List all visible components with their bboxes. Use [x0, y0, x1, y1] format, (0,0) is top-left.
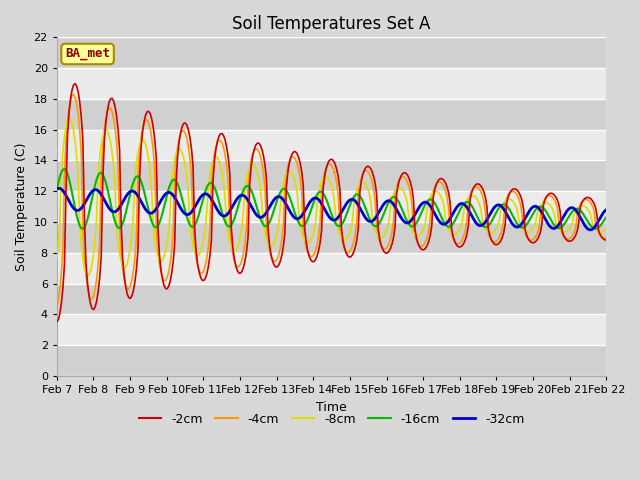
Bar	[57, 345, 606, 376]
X-axis label: Time: Time	[316, 400, 347, 413]
Bar	[57, 222, 606, 253]
Y-axis label: Soil Temperature (C): Soil Temperature (C)	[15, 143, 28, 271]
Bar	[57, 37, 606, 68]
Text: BA_met: BA_met	[65, 48, 110, 60]
Legend: -2cm, -4cm, -8cm, -16cm, -32cm: -2cm, -4cm, -8cm, -16cm, -32cm	[134, 408, 529, 431]
Bar	[57, 160, 606, 191]
Title: Soil Temperatures Set A: Soil Temperatures Set A	[232, 15, 431, 33]
Bar	[57, 99, 606, 130]
Bar	[57, 284, 606, 314]
